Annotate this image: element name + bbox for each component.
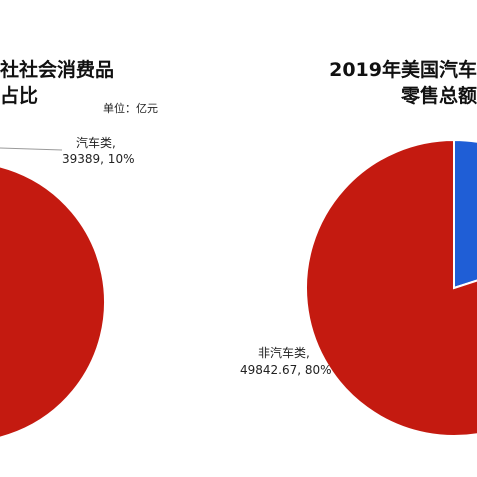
right-chart-title-line1: 2019年美国汽车 [329, 58, 477, 81]
right-label-noncar-line2: 49842.67, 80% [240, 363, 332, 377]
left-pie [0, 165, 106, 439]
left-label-car-line2: 39389, 10% [62, 152, 134, 166]
left-pie-slice-noncar [0, 165, 106, 439]
right-chart-title-line2: 零售总额 [400, 84, 477, 107]
left-leader-line [0, 147, 63, 151]
right-label-noncar-line1: 非汽车类, [258, 345, 310, 360]
left-chart-title-line1: 社社会消费品 [0, 58, 114, 81]
right-pie-slice-noncar [305, 138, 477, 437]
left-chart-unit-label: 单位：亿元 [103, 101, 158, 115]
right-pie [305, 138, 477, 437]
right-pie-slice-car [453, 138, 477, 290]
left-chart-title-line2: 占比 [0, 84, 38, 107]
left-label-car-line1: 汽车类, [76, 135, 116, 150]
